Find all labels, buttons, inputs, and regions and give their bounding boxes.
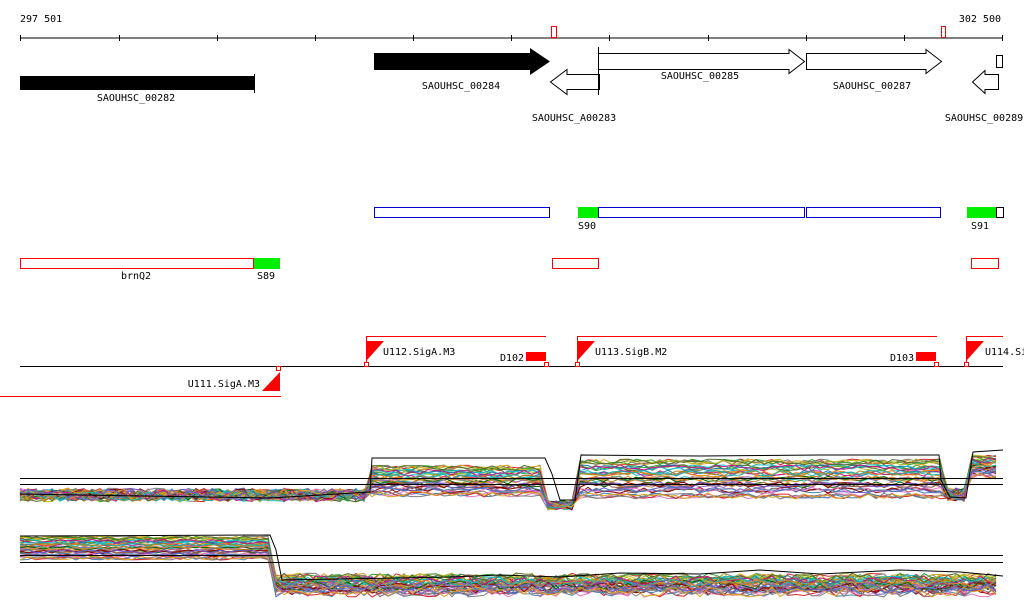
segment-track: S90 S91 bbox=[374, 207, 1004, 232]
ruler-marker bbox=[551, 26, 557, 38]
expression-trace bbox=[19, 469, 997, 506]
expression-trace bbox=[19, 535, 997, 585]
transcript-label: U114.Si bbox=[985, 347, 1024, 358]
segment-label: S89 bbox=[257, 271, 275, 282]
segment-box[interactable] bbox=[996, 207, 1004, 218]
red-segment-track: brnQ2 S89 bbox=[20, 258, 999, 282]
segment-box[interactable] bbox=[806, 207, 941, 218]
gene-label: SAOUHSC_A00283 bbox=[532, 113, 616, 124]
expression-panel-bottom bbox=[19, 534, 1004, 598]
gene-label: SAOUHSC_00284 bbox=[422, 81, 500, 92]
segment-box[interactable] bbox=[374, 207, 550, 218]
expression-traces bbox=[19, 454, 997, 511]
transcript-u111[interactable]: U111.SigA.M3 bbox=[0, 366, 281, 397]
segment-box-green[interactable] bbox=[254, 258, 280, 269]
expression-trace bbox=[19, 458, 997, 510]
expression-trace bbox=[19, 457, 997, 510]
segment-label: brnQ2 bbox=[121, 271, 151, 282]
ruler-marker bbox=[941, 26, 946, 38]
transcript-label: U111.SigA.M3 bbox=[188, 379, 260, 390]
segment-label: S91 bbox=[971, 221, 989, 232]
gene-saouhsc-00284[interactable]: SAOUHSC_00284 bbox=[374, 48, 550, 92]
segment-box-red[interactable] bbox=[552, 258, 599, 269]
gene-label: SAOUHSC_00282 bbox=[97, 93, 175, 104]
transcript-u113[interactable]: U113.SigB.M2 D103 bbox=[575, 336, 939, 367]
segment-label: S90 bbox=[578, 221, 596, 232]
segment-box-red[interactable] bbox=[971, 258, 999, 269]
transcript-u112[interactable]: U112.SigA.M3 D102 bbox=[364, 336, 549, 367]
expression-trace bbox=[19, 457, 997, 510]
range-start-label: 297 501 bbox=[20, 14, 62, 25]
gene-label: SAOUHSC_00285 bbox=[661, 71, 739, 82]
expression-trace bbox=[19, 472, 997, 511]
gene-label: SAOUHSC_00287 bbox=[833, 81, 911, 92]
expression-traces bbox=[19, 535, 997, 598]
transcript-label: D103 bbox=[890, 353, 914, 364]
segment-box-green[interactable] bbox=[578, 207, 598, 218]
expression-trace-outline bbox=[19, 534, 1004, 581]
coordinate-ruler: 297 501 302 500 bbox=[20, 14, 1003, 41]
expression-trace bbox=[19, 542, 997, 589]
gene-track: SAOUHSC_00282 SAOUHSC_00284 SAOUHSC_A002… bbox=[20, 47, 1023, 124]
expression-trace bbox=[19, 538, 997, 586]
transcript-u114[interactable]: U114.Si bbox=[964, 336, 1024, 367]
segment-box[interactable] bbox=[598, 207, 805, 218]
expression-trace bbox=[19, 548, 997, 593]
expression-trace bbox=[19, 538, 997, 586]
expression-trace-outline bbox=[19, 449, 1004, 501]
gene-saouhsc-a00283[interactable]: SAOUHSC_A00283 bbox=[532, 47, 616, 124]
transcript-track: U111.SigA.M3 U112.SigA.M3 D102 U113.SigB… bbox=[0, 336, 1024, 397]
gene-saouhsc-00285[interactable]: SAOUHSC_00285 bbox=[598, 48, 806, 83]
gene-saouhsc-00287[interactable]: SAOUHSC_00287 bbox=[806, 48, 943, 93]
expression-trace bbox=[19, 555, 997, 598]
transcript-label: U112.SigA.M3 bbox=[383, 347, 455, 358]
gene-label: SAOUHSC_00289 bbox=[945, 113, 1023, 124]
segment-box-red[interactable] bbox=[20, 258, 254, 269]
gene-saouhsc-00282[interactable]: SAOUHSC_00282 bbox=[20, 74, 255, 104]
ruler-ticks bbox=[20, 35, 1003, 41]
range-end-label: 302 500 bbox=[959, 14, 1001, 25]
transcript-label: U113.SigB.M2 bbox=[595, 347, 667, 358]
transcript-label: D102 bbox=[500, 353, 524, 364]
gene-saouhsc-00289[interactable]: SAOUHSC_00289 bbox=[945, 55, 1023, 125]
segment-box-green[interactable] bbox=[967, 207, 996, 218]
expression-trace bbox=[19, 555, 997, 598]
expression-panel-top bbox=[19, 449, 1004, 511]
